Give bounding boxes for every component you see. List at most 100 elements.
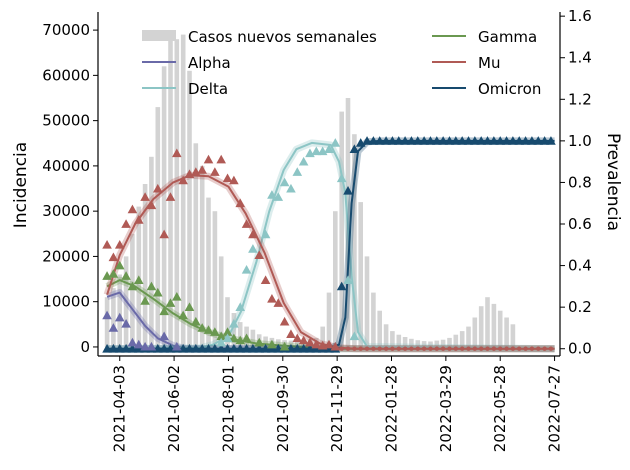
series-point <box>267 190 277 199</box>
series-point <box>127 343 138 353</box>
series-point <box>548 346 554 351</box>
series-point <box>292 167 303 176</box>
series-point <box>485 346 490 351</box>
legend-label: Casos nuevos semanales <box>188 28 377 46</box>
series-point <box>279 341 290 351</box>
bar <box>377 310 382 347</box>
bar <box>478 306 484 347</box>
bar <box>472 317 478 347</box>
series-point <box>114 312 125 322</box>
series-point <box>311 146 322 156</box>
series-point <box>235 343 246 353</box>
series-point <box>374 136 385 145</box>
series-point <box>133 339 144 349</box>
y-tick-left-label: 30000 <box>42 202 90 220</box>
series-point <box>254 250 265 260</box>
y-tick-left-label: 10000 <box>42 293 90 311</box>
series-point <box>396 346 401 351</box>
bar <box>485 297 490 347</box>
y-tick-left-label: 0 <box>80 338 90 356</box>
series-point <box>542 346 547 351</box>
legend-swatch <box>142 30 176 41</box>
series-point <box>339 346 344 351</box>
series-point <box>159 343 169 353</box>
series-point <box>336 173 347 183</box>
bar <box>218 256 224 347</box>
legend-item: Casos nuevos semanales <box>142 28 377 46</box>
bar <box>212 211 218 347</box>
series-point <box>229 318 239 328</box>
y-tick-left-label: 20000 <box>42 247 90 265</box>
bar <box>326 292 332 347</box>
series-point <box>412 136 423 145</box>
x-tick-label: 2021-11-29 <box>328 365 346 452</box>
x-tick-label: 2021-04-03 <box>111 365 129 452</box>
y-tick-left-label: 50000 <box>42 112 90 130</box>
series-point <box>520 136 531 145</box>
series-point <box>197 323 207 332</box>
series-point <box>523 346 528 351</box>
series-point <box>254 343 265 353</box>
bar <box>263 336 268 347</box>
y-tick-right-label: 0.2 <box>568 298 592 316</box>
legend-item: Omicron <box>432 80 541 98</box>
series-point <box>495 136 506 145</box>
series-point <box>235 198 246 208</box>
series-point <box>343 275 353 284</box>
y-tick-right-label: 0.6 <box>568 215 592 233</box>
legend-item: Alpha <box>142 54 231 72</box>
series-point <box>463 136 474 145</box>
series-point <box>539 136 550 145</box>
series-point <box>438 136 448 145</box>
series-point <box>273 192 284 201</box>
series-point <box>210 327 220 336</box>
series-point <box>406 136 417 145</box>
series-point <box>336 281 347 291</box>
bar <box>447 337 452 347</box>
bar <box>396 334 402 347</box>
series-point <box>292 333 303 343</box>
series-point <box>203 154 214 164</box>
legend-item: Mu <box>432 54 500 72</box>
series-point <box>229 343 239 353</box>
series-point <box>311 339 322 349</box>
series-point <box>390 346 395 351</box>
series-point <box>210 343 220 353</box>
bar <box>193 143 199 347</box>
series-point <box>508 136 518 145</box>
bar <box>352 134 357 347</box>
bar <box>383 324 389 347</box>
series-point <box>241 333 252 343</box>
series-point <box>279 177 290 187</box>
series-point <box>114 239 125 249</box>
series-point <box>121 318 131 328</box>
series-point <box>460 346 465 351</box>
series-point <box>371 346 376 351</box>
series-point <box>146 281 157 291</box>
x-tick-label: 2021-06-02 <box>165 365 183 452</box>
bar <box>225 297 230 347</box>
series-point <box>121 271 131 280</box>
bar <box>149 156 154 347</box>
series-point <box>409 346 414 351</box>
series-point <box>108 269 119 278</box>
x-tick-label: 2022-05-28 <box>491 365 509 452</box>
bar <box>142 184 148 347</box>
bar <box>174 39 180 347</box>
series-point <box>330 341 341 351</box>
series-point <box>447 346 452 351</box>
legend-label: Alpha <box>188 54 231 72</box>
series-point <box>127 204 138 214</box>
bar <box>161 66 167 347</box>
series-point <box>102 239 112 249</box>
series-point <box>172 291 182 301</box>
axes-layer: 0 10000 20000 30000 40000 50000 60000 70000 0.0 0… <box>42 7 592 452</box>
legend-label: Omicron <box>478 80 541 98</box>
series-point <box>298 343 309 353</box>
series-point <box>191 343 201 353</box>
series-point <box>108 323 119 332</box>
series-point <box>514 136 525 145</box>
series-point <box>241 219 252 228</box>
series-point <box>444 136 455 145</box>
series-point <box>466 346 471 351</box>
